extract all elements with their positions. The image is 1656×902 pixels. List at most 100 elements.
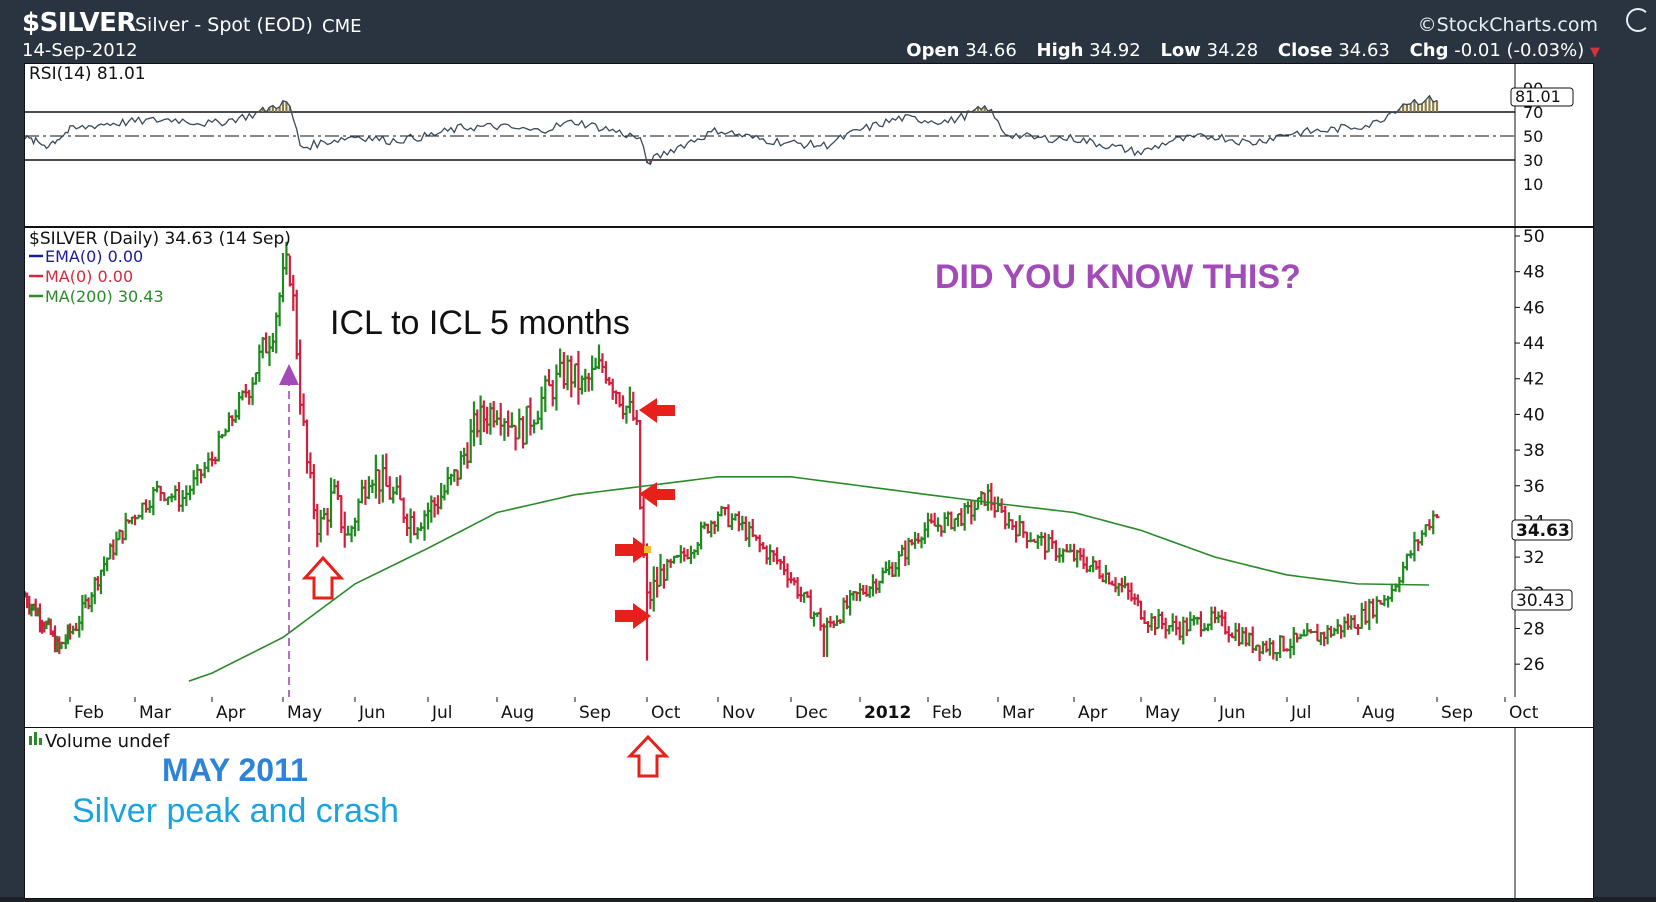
ohlc-bar [942,512,948,534]
close-value: 34.63 [1338,40,1390,61]
ohlc-bar [474,409,480,438]
ohlc-bar [1222,611,1228,635]
refresh-icon[interactable] [1626,8,1650,32]
ohlc-bar [1163,617,1169,639]
ohlc-bar [771,550,777,563]
ohlc-bar [568,355,574,398]
low-label: Low [1160,40,1201,61]
rsi-tick-label: 70 [1523,103,1543,122]
ohlc-bar [1389,583,1395,602]
ohlc-bar [634,409,640,426]
ohlc-bar [808,589,814,620]
ohlc-bar [1287,638,1293,659]
ohlc-bar [1201,623,1207,632]
ohlc-bar [965,501,971,514]
ohlc-bar [610,378,616,400]
ohlc-bar [785,563,791,588]
ohlc-bar [352,517,358,537]
ohlc-bar [1020,520,1026,538]
x-tick-label: 2012 [864,703,911,723]
ohlc-bar [550,380,556,407]
ohlc-bar [801,591,807,603]
price-chart: 50484644424038363432302826 $SILVER (Dail… [22,227,1573,698]
y-tick-label: 40 [1523,405,1545,425]
rsi-tick-label: 50 [1523,127,1543,146]
ohlc-bar [774,547,780,565]
ohlc-bar [404,513,410,537]
ohlc-bar [1321,631,1327,647]
ohlc-bar [1198,611,1204,637]
high-label: High [1036,40,1084,61]
ohlc-bar [1009,519,1015,530]
ohlc-bar [209,451,215,467]
x-tick-label: Mar [1002,703,1034,723]
ohlc-bar [824,617,830,658]
ohlc-bar [428,495,434,523]
ohlc-bar [498,402,504,436]
ohlc-bar [226,412,232,433]
ohlc-bar [606,376,612,386]
ohlc-bar [788,572,794,584]
ohlc-bar [1419,530,1425,546]
ohlc-bar [376,469,382,505]
ohlc-bar [86,597,92,610]
ohlc-bar [1093,560,1099,570]
ohlc-bar [143,499,149,513]
ohlc-bar [150,487,156,516]
ohlc-bar [1212,606,1218,624]
ohlc-bar [297,339,303,415]
ohlc-bar [767,544,773,566]
y-tick-label: 36 [1523,477,1545,497]
ohlc-bar [325,508,331,536]
ohlc-bar [553,364,559,411]
ohlc-bar [1149,613,1155,631]
ohlc-bar [120,529,126,544]
x-tick-label: May [1145,703,1180,723]
x-tick-label: Apr [216,703,245,723]
x-tick-label: Oct [651,703,681,723]
x-tick-label: Dec [795,703,828,723]
ohlc-bar [1038,531,1044,546]
ohlc-bar [432,497,438,518]
ohlc-bar [798,586,804,603]
volume-title: Volume undef [45,731,170,752]
icl-low-arrow-icon [301,555,345,600]
did-you-know-annotation: DID YOU KNOW THIS? [935,258,1301,296]
ohlc-bar [1090,556,1096,573]
y-tick-label: 32 [1523,548,1545,568]
ohlc-bar [387,476,393,500]
ohlc-bar [729,513,735,530]
volume-chart: Volume undef [29,728,1516,898]
ohlc-bar [883,561,889,574]
ohlc-bar [975,497,981,511]
ohlc-bar [925,512,931,538]
ohlc-bar [194,464,200,486]
ohlc-bar [380,454,386,503]
ohlc-bar [1239,627,1245,645]
symbol-title: $SILVER [22,8,136,38]
ohlc-bar [253,372,259,385]
x-tick-label: Jul [1290,703,1312,723]
brand-logo[interactable]: ©StockCharts.com [1417,14,1598,36]
ohlc-bar [369,479,375,494]
ohlc-bar [909,539,915,546]
ohlc-bar [1400,561,1406,584]
ohlc-bar [818,607,824,631]
ohlc-bar [968,500,974,525]
ohlc-bar [383,453,389,488]
ohlc-bar [620,395,626,420]
ohlc-bar [1335,619,1341,635]
ohlc-bar [1191,615,1197,626]
ohlc-bar [172,485,178,501]
ohlc-bar [1159,611,1165,630]
ohlc-bar [575,350,581,405]
may-2011-annotation: MAY 2011 [162,752,308,788]
ohlc-bar [202,461,208,479]
ohlc-bar [236,392,242,420]
ohlc-bar [893,562,899,577]
ohlc-bar [1119,577,1125,593]
x-tick-label: Aug [501,703,534,723]
ohlc-bar [294,289,300,360]
x-tick-label: Apr [1078,703,1107,723]
ohlc-bar [390,486,396,504]
